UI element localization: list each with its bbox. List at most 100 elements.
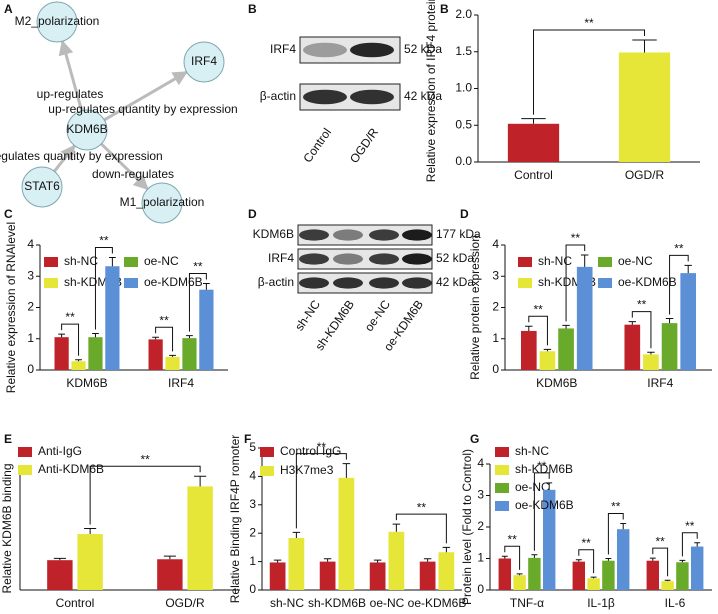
legend-label: oe-NC xyxy=(618,254,653,268)
significance-bracket xyxy=(295,453,347,529)
legend-label: oe-NC xyxy=(144,254,179,268)
legend-swatch xyxy=(598,278,612,288)
bar xyxy=(269,562,286,590)
lane-label: sh-NC xyxy=(292,297,323,333)
significance-label: ** xyxy=(582,536,592,550)
blot-band xyxy=(402,277,432,289)
significance-bracket xyxy=(681,532,698,557)
bar xyxy=(71,361,86,370)
bar xyxy=(602,560,615,590)
significance-bracket xyxy=(565,244,586,322)
error-bar xyxy=(108,257,116,267)
error-bar xyxy=(392,523,401,532)
bar xyxy=(77,534,103,590)
bar xyxy=(643,354,659,370)
panel-label: F xyxy=(244,432,251,446)
y-tick-label: 1.0 xyxy=(455,81,472,95)
significance-bracket xyxy=(61,323,80,356)
bar xyxy=(542,489,556,590)
significance-bracket xyxy=(528,315,548,346)
significance-label: ** xyxy=(317,440,327,454)
error-bar xyxy=(605,558,612,561)
significance-bracket xyxy=(533,472,550,551)
node-label: STAT6 xyxy=(24,179,60,193)
blot-row-label: IRF4 xyxy=(270,42,296,56)
significance-bracket xyxy=(669,254,689,315)
y-tick-label: 3 xyxy=(27,268,34,282)
blot-row-label: KDM6B xyxy=(253,227,294,241)
significance-label: ** xyxy=(537,459,547,473)
bar xyxy=(646,560,660,590)
bar xyxy=(157,559,183,590)
blot-band xyxy=(333,277,363,289)
bar xyxy=(624,324,641,370)
bar xyxy=(528,557,541,590)
blot-band xyxy=(402,229,432,241)
error-bar xyxy=(628,321,637,325)
x-tick-label: OGD/R xyxy=(625,168,665,182)
x-tick-label: TNF-α xyxy=(510,596,544,610)
significance-bracket xyxy=(89,465,201,525)
y-tick-label: 1 xyxy=(492,331,499,345)
blot-band xyxy=(299,277,329,289)
significance-label: ** xyxy=(685,519,695,533)
edge-arrow xyxy=(53,144,76,173)
blot-band xyxy=(303,42,347,58)
y-axis-label: Relative Binding IRF4P romoter xyxy=(228,435,242,604)
y-tick-label: 2 xyxy=(249,525,256,539)
y-tick-label: 1.5 xyxy=(455,44,472,58)
error-bar xyxy=(169,354,176,357)
significance-label: ** xyxy=(611,500,621,514)
y-tick-label: 4 xyxy=(477,456,484,470)
error-bar xyxy=(152,336,160,340)
bar xyxy=(572,561,586,590)
panel-label: D xyxy=(248,207,257,221)
bar xyxy=(661,323,678,370)
significance-label: ** xyxy=(99,234,109,248)
node xyxy=(183,41,225,83)
error-bar xyxy=(647,351,655,355)
significance-label: ** xyxy=(656,534,666,548)
x-tick-label: IRF4 xyxy=(168,376,194,390)
y-tick-label: 1 xyxy=(477,551,484,565)
significance-label: ** xyxy=(533,302,543,316)
x-tick-label: sh-KDM6B xyxy=(308,596,366,610)
significance-label: ** xyxy=(159,313,169,327)
error-bar xyxy=(84,528,97,535)
bar xyxy=(558,328,574,370)
bar xyxy=(498,558,512,590)
error-bar xyxy=(92,332,99,338)
bar xyxy=(88,337,103,370)
panel-label: E xyxy=(4,432,12,446)
blot-row-label: IRF4 xyxy=(268,251,294,265)
legend-label: Control IgG xyxy=(280,444,341,458)
node xyxy=(141,182,183,224)
legend-swatch xyxy=(44,278,58,288)
bar xyxy=(419,561,436,590)
panel-label: C xyxy=(4,207,13,221)
edge-label: up-regulates xyxy=(37,87,104,101)
legend-label: oe-KDM6B xyxy=(144,275,203,289)
x-tick-label: IL-6 xyxy=(665,596,686,610)
y-tick-label: 1 xyxy=(27,331,34,345)
bar xyxy=(520,330,537,370)
panel-label: B xyxy=(440,2,449,16)
y-tick-label: 3 xyxy=(477,488,484,502)
bar xyxy=(507,123,560,162)
blot-band xyxy=(303,89,347,105)
legend-swatch xyxy=(44,257,58,267)
bar xyxy=(369,562,386,590)
legend-label: sh-NC xyxy=(64,254,98,268)
error-bar xyxy=(521,118,546,124)
error-bar xyxy=(649,557,656,561)
bar xyxy=(690,546,704,590)
significance-bracket xyxy=(188,272,207,332)
error-bar xyxy=(546,482,553,490)
x-tick-label: oe-KDM6B xyxy=(408,596,467,610)
error-bar xyxy=(163,555,176,560)
legend-label: sh-NC xyxy=(515,444,549,458)
significance-label: ** xyxy=(571,231,581,245)
y-tick-label: 2 xyxy=(477,519,484,533)
bar xyxy=(587,578,600,590)
significance-bracket xyxy=(607,513,624,555)
